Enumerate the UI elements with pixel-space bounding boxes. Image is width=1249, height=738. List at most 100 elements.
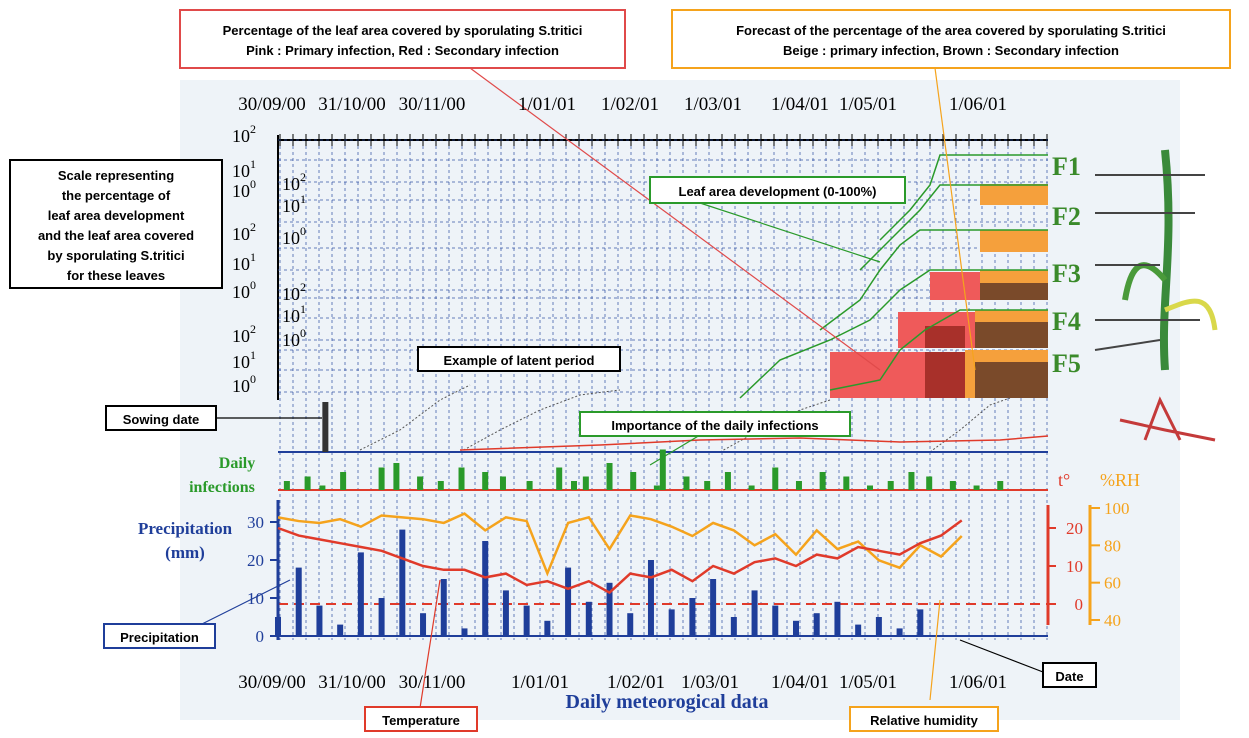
y-tick-label: 20 [1066,519,1083,538]
axis-title: Precipitation [138,519,233,538]
leaf-area-curves [739,154,1048,399]
annotation-box-text: Temperature [382,713,460,728]
precipitation-bar [710,579,717,636]
log-exponent: 1 [250,157,256,171]
precipitation-bar [834,601,841,636]
precipitation-bar [730,617,737,636]
date-label: 1/03/01 [684,94,742,115]
infection-bar [973,485,980,490]
log-exponent: 1 [300,192,306,206]
annotation-box-text: Beige : primary infection, Brown : Secon… [783,43,1119,58]
log-exponent: 1 [300,302,306,316]
annotation-box-text: for these leaves [67,268,165,283]
infection-bar [393,463,400,490]
date-label: 1/06/01 [949,94,1007,115]
date-label: 1/03/01 [681,672,739,693]
precipitation-bar [627,613,634,636]
y-tick-label: 0 [1075,595,1084,614]
annotation-box [671,9,1231,69]
annotation-box-text: and the leaf area covered [38,228,194,243]
precipitation-bar [917,609,924,636]
infection-bar [499,476,506,490]
date-label: 30/09/00 [238,94,306,115]
axis-title: (mm) [165,543,205,562]
infection-bar [887,481,894,490]
annotation-box-text: Date [1055,669,1083,684]
chart-title: Daily meteorogical data [566,691,769,713]
annotation-box [364,706,478,732]
log-base: 10 [282,306,300,326]
precipitation-bar [813,613,820,636]
log-exponent: 2 [250,220,256,234]
annotation-box-text: Example of latent period [444,353,595,368]
annotation-box-text: Leaf area development (0-100%) [679,184,877,199]
annotation-box [649,176,906,204]
precipitation-bar [585,601,592,636]
connectors [199,67,1044,709]
log-exponent: 2 [300,280,306,294]
infection-bar [704,481,711,490]
leaf-label: F4 [1052,307,1081,336]
axis-title: t° [1058,470,1070,490]
leaf-label: F5 [1052,349,1081,378]
annotation-box [417,346,621,372]
log-base: 10 [232,181,250,201]
infection-bar [659,449,666,490]
annotation-box-text: Sowing date [123,412,200,427]
infection-bar [319,485,326,490]
precipitation-bar [689,598,696,636]
log-exponent: 0 [250,177,256,191]
infection-bar [653,485,660,490]
precipitation-bar [399,529,406,636]
precipitation-bar [482,541,489,636]
log-base: 10 [282,196,300,216]
data-marks [270,402,1100,637]
annotation-box [1042,662,1097,688]
humidity-line [277,512,963,577]
annotation-box-text: leaf area development [48,208,185,223]
infection-bar [526,481,533,490]
y-tick-label: 20 [247,551,264,570]
precipitation-bar [896,628,903,636]
precipitation-bar [606,582,613,636]
log-exponent: 1 [250,250,256,264]
precipitation-bar [855,624,862,636]
infection-bar [724,472,731,490]
date-label: 30/09/00 [238,672,306,693]
infection-bar [458,467,465,490]
log-exponent: 2 [300,170,306,184]
annotation-box-text: Forecast of the percentage of the area c… [736,23,1166,38]
annotation-box [103,623,216,649]
date-label: 1/05/01 [839,94,897,115]
date-label: 1/02/01 [607,672,665,693]
date-label: 1/05/01 [839,672,897,693]
infection-bar [606,463,613,490]
annotation-box-text: the percentage of [62,188,171,203]
infection-bar [843,476,850,490]
infection-bar [908,472,915,490]
log-exponent: 0 [250,278,256,292]
date-label: 30/11/00 [399,672,466,693]
infection-bar [772,467,779,490]
infection-bar [378,467,385,490]
precipitation-bar [523,605,530,636]
annotation-box [849,706,999,732]
log-exponent: 0 [300,224,306,238]
log-base: 10 [282,284,300,304]
precipitation-bar [565,567,572,636]
date-label: 1/01/01 [511,672,569,693]
precipitation-bar [772,605,779,636]
y-tick-label: 10 [1066,557,1083,576]
date-label: 31/10/00 [318,672,386,693]
annotation-box [105,405,217,431]
y-tick-label: 0 [256,627,265,646]
y-tick-label: 60 [1104,574,1121,593]
precipitation-bar [668,609,675,636]
log-base: 10 [232,326,250,346]
infection-bar [482,472,489,490]
infection-bar [437,481,444,490]
log-exponent: 0 [300,326,306,340]
axis-title: %RH [1100,470,1140,490]
annotation-box-text: by sporulating S.tritici [47,248,184,263]
precipitation-bar [502,590,509,636]
